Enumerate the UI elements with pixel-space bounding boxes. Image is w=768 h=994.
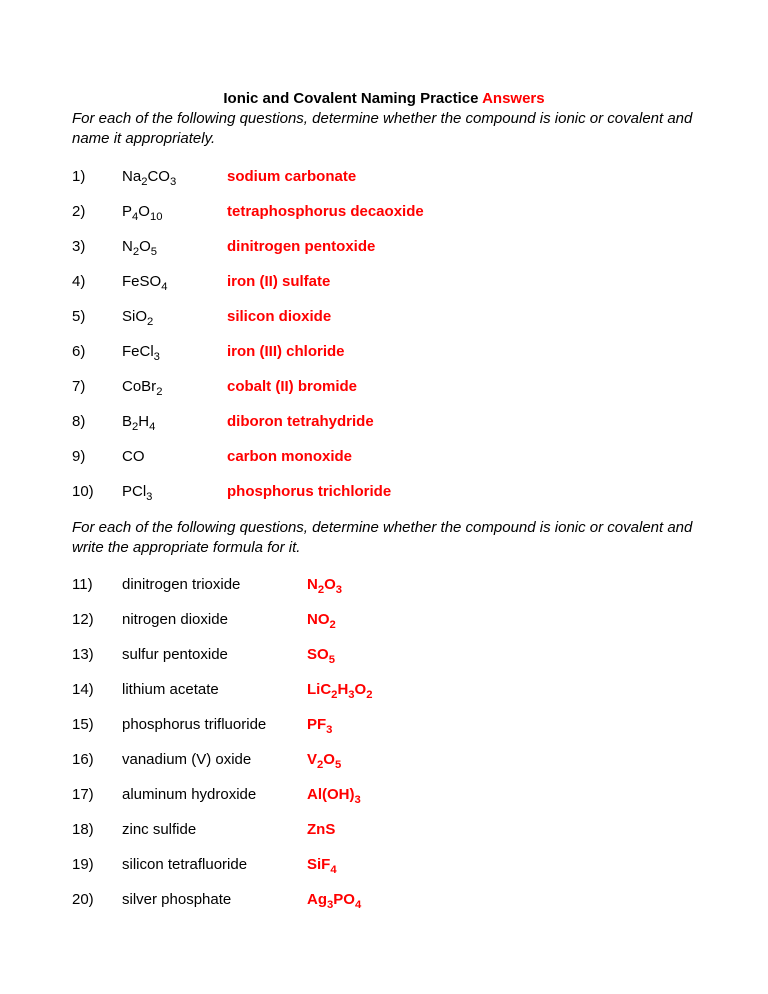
question-number: 6) xyxy=(72,343,122,360)
question-number: 8) xyxy=(72,413,122,430)
list-item: 11)dinitrogen trioxideN2O3 xyxy=(72,576,696,593)
question-number: 14) xyxy=(72,681,122,698)
chemical-formula: CoBr2 xyxy=(122,378,227,395)
list-item: 13)sulfur pentoxideSO5 xyxy=(72,646,696,663)
answer-formula: LiC2H3O2 xyxy=(307,681,372,698)
answer-formula: PF3 xyxy=(307,716,332,733)
answer-formula: SO5 xyxy=(307,646,335,663)
list-item: 9)COcarbon monoxide xyxy=(72,448,696,465)
compound-name: aluminum hydroxide xyxy=(122,786,307,803)
answer-formula: ZnS xyxy=(307,821,335,838)
list-item: 19)silicon tetrafluorideSiF4 xyxy=(72,856,696,873)
chemical-formula: Na2CO3 xyxy=(122,168,227,185)
title-main: Ionic and Covalent Naming Practice xyxy=(223,90,482,107)
page-title: Ionic and Covalent Naming Practice Answe… xyxy=(72,90,696,107)
compound-name: lithium acetate xyxy=(122,681,307,698)
chemical-formula: FeCl3 xyxy=(122,343,227,360)
list-item: 3)N2O5dinitrogen pentoxide xyxy=(72,238,696,255)
question-number: 16) xyxy=(72,751,122,768)
answer-formula: N2O3 xyxy=(307,576,342,593)
list-item: 15)phosphorus trifluoridePF3 xyxy=(72,716,696,733)
answer-formula: NO2 xyxy=(307,611,336,628)
list-item: 6)FeCl3iron (III) chloride xyxy=(72,343,696,360)
question-number: 7) xyxy=(72,378,122,395)
answer-name: cobalt (II) bromide xyxy=(227,378,357,395)
chemical-formula: FeSO4 xyxy=(122,273,227,290)
answer-name: sodium carbonate xyxy=(227,168,356,185)
instructions-1: For each of the following questions, det… xyxy=(72,109,696,150)
question-number: 2) xyxy=(72,203,122,220)
list-item: 18)zinc sulfideZnS xyxy=(72,821,696,838)
question-number: 4) xyxy=(72,273,122,290)
section-2: 11)dinitrogen trioxideN2O3 12)nitrogen di… xyxy=(72,576,696,908)
compound-name: sulfur pentoxide xyxy=(122,646,307,663)
list-item: 14)lithium acetateLiC2H3O2 xyxy=(72,681,696,698)
chemical-formula: SiO2 xyxy=(122,308,227,325)
answer-formula: V2O5 xyxy=(307,751,341,768)
chemical-formula: PCl3 xyxy=(122,483,227,500)
section-1: 1)Na2CO3sodium carbonate 2)P4O10tetraphos… xyxy=(72,168,696,500)
question-number: 3) xyxy=(72,238,122,255)
list-item: 20)silver phosphateAg3PO4 xyxy=(72,891,696,908)
question-number: 13) xyxy=(72,646,122,663)
answer-name: phosphorus trichloride xyxy=(227,483,391,500)
answer-name: carbon monoxide xyxy=(227,448,352,465)
compound-name: silicon tetrafluoride xyxy=(122,856,307,873)
list-item: 8)B2H4diboron tetrahydride xyxy=(72,413,696,430)
question-number: 5) xyxy=(72,308,122,325)
question-number: 1) xyxy=(72,168,122,185)
question-number: 11) xyxy=(72,576,122,593)
compound-name: dinitrogen trioxide xyxy=(122,576,307,593)
list-item: 17)aluminum hydroxideAl(OH)3 xyxy=(72,786,696,803)
answer-name: silicon dioxide xyxy=(227,308,331,325)
worksheet-page: Ionic and Covalent Naming Practice Answe… xyxy=(0,0,768,986)
instructions-2: For each of the following questions, det… xyxy=(72,518,696,559)
chemical-formula: P4O10 xyxy=(122,203,227,220)
question-number: 12) xyxy=(72,611,122,628)
question-number: 9) xyxy=(72,448,122,465)
question-number: 15) xyxy=(72,716,122,733)
compound-name: phosphorus trifluoride xyxy=(122,716,307,733)
list-item: 16)vanadium (V) oxideV2O5 xyxy=(72,751,696,768)
answer-formula: Al(OH)3 xyxy=(307,786,361,803)
list-item: 2)P4O10tetraphosphorus decaoxide xyxy=(72,203,696,220)
answer-name: iron (II) sulfate xyxy=(227,273,330,290)
compound-name: silver phosphate xyxy=(122,891,307,908)
chemical-formula: N2O5 xyxy=(122,238,227,255)
list-item: 7)CoBr2cobalt (II) bromide xyxy=(72,378,696,395)
chemical-formula: B2H4 xyxy=(122,413,227,430)
compound-name: nitrogen dioxide xyxy=(122,611,307,628)
compound-name: zinc sulfide xyxy=(122,821,307,838)
question-number: 17) xyxy=(72,786,122,803)
answer-name: tetraphosphorus decaoxide xyxy=(227,203,424,220)
list-item: 5)SiO2silicon dioxide xyxy=(72,308,696,325)
answer-formula: SiF4 xyxy=(307,856,337,873)
list-item: 1)Na2CO3sodium carbonate xyxy=(72,168,696,185)
title-answers: Answers xyxy=(482,90,545,107)
answer-name: diboron tetrahydride xyxy=(227,413,374,430)
question-number: 18) xyxy=(72,821,122,838)
compound-name: vanadium (V) oxide xyxy=(122,751,307,768)
answer-name: dinitrogen pentoxide xyxy=(227,238,375,255)
list-item: 10)PCl3phosphorus trichloride xyxy=(72,483,696,500)
answer-formula: Ag3PO4 xyxy=(307,891,361,908)
question-number: 10) xyxy=(72,483,122,500)
chemical-formula: CO xyxy=(122,448,227,465)
question-number: 20) xyxy=(72,891,122,908)
list-item: 4)FeSO4iron (II) sulfate xyxy=(72,273,696,290)
question-number: 19) xyxy=(72,856,122,873)
list-item: 12)nitrogen dioxideNO2 xyxy=(72,611,696,628)
answer-name: iron (III) chloride xyxy=(227,343,345,360)
